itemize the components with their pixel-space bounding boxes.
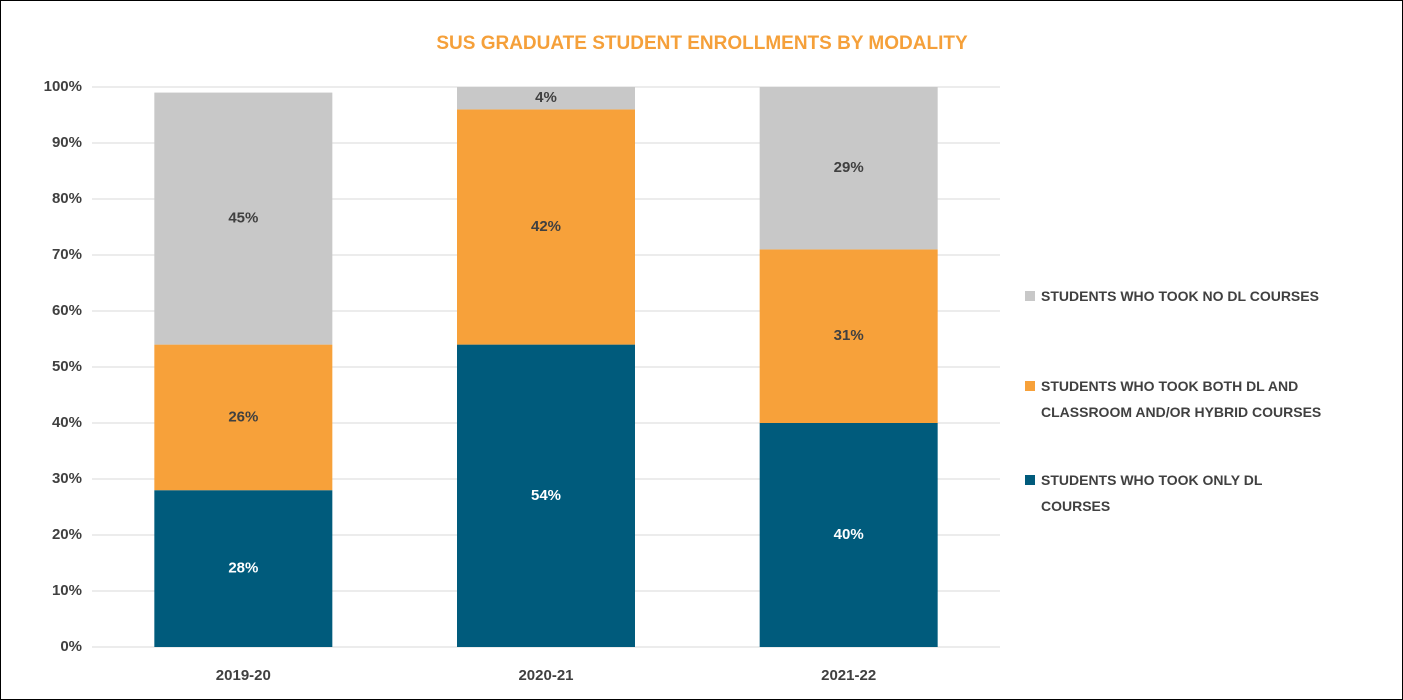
data-label: 40% (834, 526, 864, 543)
bar-segment (759, 87, 938, 250)
data-label: 54% (531, 487, 561, 504)
data-label: 42% (531, 218, 561, 235)
y-tick-label: 0% (60, 638, 82, 655)
legend-swatch (1025, 291, 1035, 301)
data-label: 31% (834, 327, 864, 344)
chart-title: SUS GRADUATE STUDENT ENROLLMENTS BY MODA… (436, 33, 968, 54)
legend-swatch (1025, 381, 1035, 391)
data-label: 4% (535, 89, 557, 106)
y-tick-label: 20% (52, 526, 82, 543)
legend-entry: STUDENTS WHO TOOK NO DL COURSES (1025, 283, 1335, 309)
legend-entry: STUDENTS WHO TOOK ONLY DL COURSES (1025, 467, 1335, 519)
bar-segment (457, 87, 635, 110)
y-tick-label: 100% (44, 78, 82, 95)
bar-segment (154, 344, 333, 491)
legend-label: STUDENTS WHO TOOK NO DL COURSES (1041, 288, 1319, 304)
x-tick-label: 2019-20 (216, 667, 271, 684)
bar-segment (759, 249, 938, 423)
bar-segment (457, 344, 635, 647)
bar-segment (759, 423, 938, 647)
y-tick-label: 60% (52, 302, 82, 319)
data-label: 28% (228, 560, 258, 577)
legend-entry: STUDENTS WHO TOOK BOTH DL AND CLASSROOM … (1025, 373, 1335, 425)
y-tick-label: 10% (52, 582, 82, 599)
legend-swatch (1025, 475, 1035, 485)
data-label: 26% (228, 408, 258, 425)
bar-segment (457, 109, 635, 345)
y-tick-label: 40% (52, 414, 82, 431)
y-tick-label: 70% (52, 246, 82, 263)
y-tick-label: 30% (52, 470, 82, 487)
legend-label: STUDENTS WHO TOOK ONLY DL COURSES (1041, 472, 1263, 514)
legend-label: STUDENTS WHO TOOK BOTH DL AND CLASSROOM … (1041, 378, 1322, 420)
y-tick-label: 90% (52, 134, 82, 151)
y-tick-label: 50% (52, 358, 82, 375)
bar-segment (154, 490, 333, 647)
x-tick-label: 2021-22 (821, 667, 876, 684)
data-label: 45% (228, 210, 258, 227)
y-tick-label: 80% (52, 190, 82, 207)
bar-segment (154, 92, 333, 345)
x-tick-label: 2020-21 (518, 667, 573, 684)
data-label: 29% (834, 159, 864, 176)
